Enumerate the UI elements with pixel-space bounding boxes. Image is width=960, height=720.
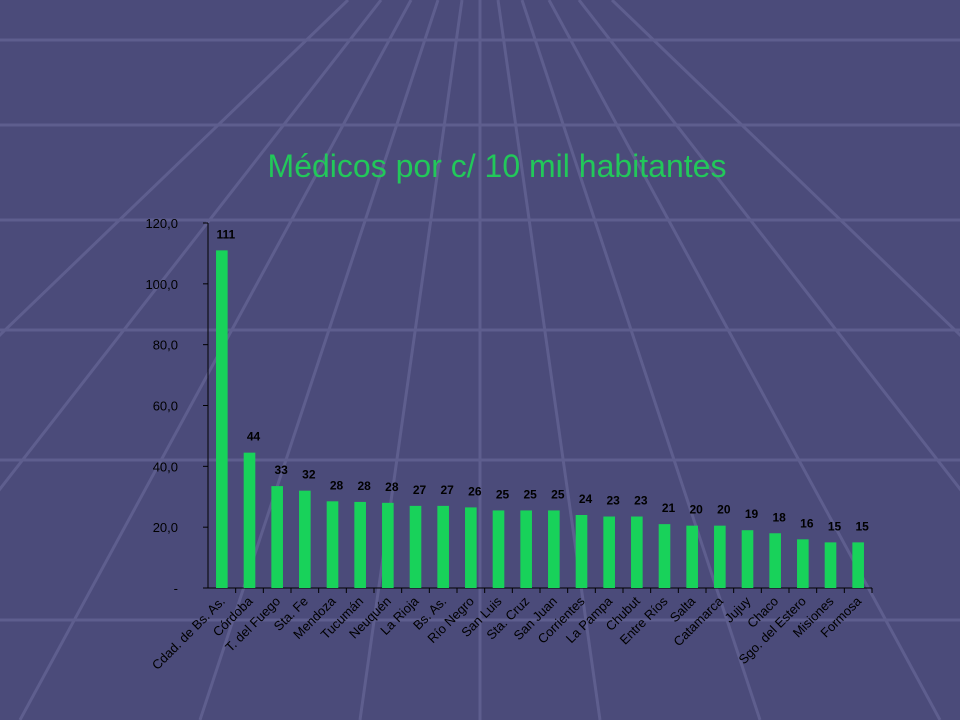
y-tick-label: 60,0	[153, 399, 178, 414]
bar	[492, 510, 505, 588]
bar	[354, 501, 366, 588]
data-label: 27	[440, 483, 454, 497]
bar	[271, 486, 283, 588]
bar	[465, 507, 477, 588]
y-tick-label: 100,0	[145, 277, 178, 292]
data-label: 25	[496, 487, 510, 501]
data-label: 15	[828, 519, 842, 533]
data-label: 27	[413, 483, 427, 497]
bar	[326, 501, 339, 588]
bar	[686, 525, 698, 588]
bar	[658, 524, 671, 588]
data-label: 21	[662, 501, 676, 515]
bar	[575, 515, 588, 588]
data-label: 33	[274, 463, 288, 477]
data-label: 32	[302, 468, 316, 482]
data-label: 23	[606, 494, 620, 508]
bar	[382, 502, 394, 588]
bar	[824, 542, 837, 588]
y-tick-label: 40,0	[153, 459, 178, 474]
bar	[631, 516, 643, 588]
data-label: 20	[689, 503, 703, 517]
bar	[409, 505, 422, 588]
bar	[852, 542, 864, 588]
data-label: 23	[634, 494, 648, 508]
bar	[299, 490, 311, 588]
bar	[243, 452, 256, 588]
data-label: 16	[800, 516, 814, 530]
bar	[769, 533, 781, 588]
data-label: 25	[523, 487, 537, 501]
data-label: 20	[717, 503, 731, 517]
bar	[548, 510, 560, 588]
bar	[741, 530, 754, 588]
data-label: 25	[551, 487, 565, 501]
bar	[603, 516, 615, 588]
data-label: 26	[468, 484, 482, 498]
data-label: 24	[579, 492, 593, 506]
chart-title: Médicos por c/ 10 mil habitantes	[267, 148, 727, 184]
bar	[714, 525, 726, 588]
data-label: 15	[855, 519, 869, 533]
y-tick-label: 120,0	[145, 216, 178, 231]
data-label: 28	[330, 478, 344, 492]
bar	[797, 539, 809, 588]
bar	[520, 510, 532, 588]
data-label: 19	[745, 507, 759, 521]
data-label: 18	[772, 510, 786, 524]
data-label: 28	[357, 479, 371, 493]
data-label: 111	[216, 227, 235, 241]
bar	[437, 505, 449, 588]
data-label: 44	[247, 430, 261, 444]
bar	[216, 250, 228, 588]
data-label: 28	[385, 480, 399, 494]
y-tick-label: 20,0	[153, 520, 178, 535]
y-tick-label: 80,0	[153, 338, 178, 353]
y-tick-label: -	[174, 581, 178, 596]
